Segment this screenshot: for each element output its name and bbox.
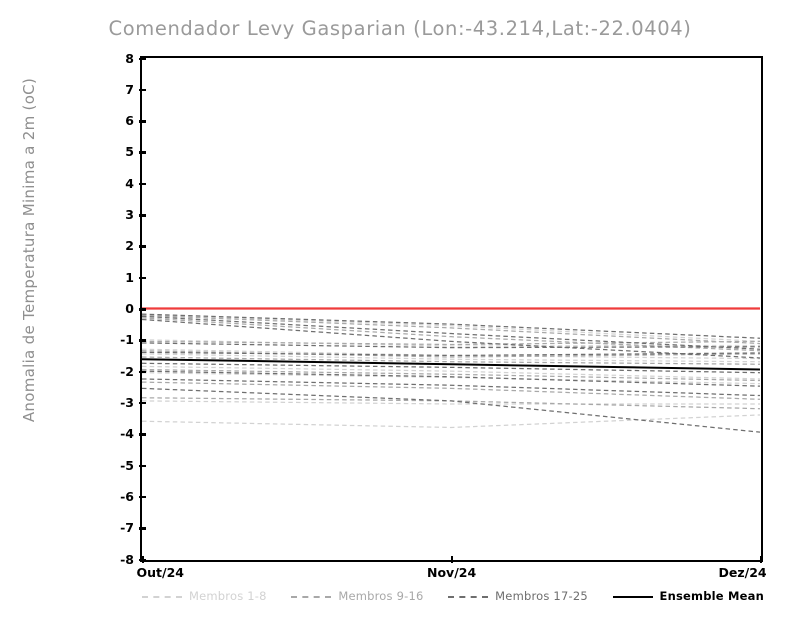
member-line [142,387,760,433]
y-axis-title: Anomalia de Temperatura Minima a 2m (oC) [20,77,38,423]
legend-swatch-dashed-line-icon [291,596,332,598]
legend-item[interactable]: Membros 9-16 [291,591,423,603]
y-tick-label: 6 [125,113,134,129]
member-line [142,372,760,385]
legend-item[interactable]: Membros 17-25 [448,591,588,603]
y-tick-label: 5 [125,144,134,160]
member-line [142,314,760,343]
plot-area [140,56,763,562]
legend-label: Ensemble Mean [659,589,764,604]
legend-item[interactable]: Ensemble Mean [612,589,764,604]
legend-swatch-solid-line-icon [612,595,653,599]
member-line [142,381,760,400]
member-line [142,370,760,387]
x-tick-mark [759,556,762,563]
y-tick-label: -2 [120,363,134,379]
member-line [142,414,760,429]
y-tick-label: -4 [120,426,134,442]
series-lines [142,307,760,433]
member-line [142,313,760,339]
x-tick-mark [141,556,144,563]
y-tick-mark [139,151,146,154]
y-tick-mark [139,120,146,123]
chart-legend: Membros 1-8 Membros 9-16 Membros 17-25 Ense… [140,586,770,608]
y-tick-mark [139,308,146,311]
member-line [142,356,760,365]
y-tick-mark [139,88,146,92]
page-title: Comendador Levy Gasparian (Lon:-43.214,L… [108,17,692,40]
member-line [142,362,760,374]
y-tick-label: -8 [120,551,134,567]
plot-canvas [142,58,761,560]
y-tick-label: -1 [120,332,134,348]
y-tick-label: 8 [125,50,134,66]
y-tick-mark [139,339,146,342]
ensemble-mean-line [142,358,760,371]
y-tick-mark [139,401,146,405]
member-line [142,314,760,345]
y-tick-mark [139,433,146,436]
x-tick-label: Nov/24 [427,565,477,580]
member-line [142,351,760,357]
y-tick-mark [139,57,146,60]
member-line [142,397,760,410]
member-line [142,317,760,352]
y-tick-mark [139,527,146,530]
member-line [142,400,760,405]
member-line [142,353,760,363]
y-tick-label: -5 [120,457,134,473]
y-tick-mark [139,464,146,468]
member-line [142,340,760,346]
legend-label: Membros 17-25 [495,589,588,604]
y-tick-label: 0 [125,301,134,316]
member-line [142,342,760,349]
member-line [142,318,760,359]
y-tick-label: 1 [125,269,134,285]
y-tick-mark [139,276,146,280]
y-tick-mark [139,495,146,499]
y-tick-label: -3 [120,394,134,410]
y-tick-label: -6 [120,488,134,504]
y-tick-label: 2 [125,238,134,254]
legend-item[interactable]: Membros 1-8 [142,591,267,603]
member-line [142,365,760,380]
y-tick-mark [139,245,146,248]
legend-swatch-dashed-line-icon [448,596,489,598]
legend-swatch-dashed-line-icon [142,596,182,598]
y-tick-mark [139,214,146,217]
y-tick-label: -7 [120,520,134,536]
y-tick-label: 7 [125,81,134,97]
x-tick-mark [450,556,453,563]
y-tick-label: 3 [125,207,134,223]
legend-label: Membros 1-8 [189,589,267,604]
x-tick-label: Dez/24 [718,565,767,580]
x-tick-label: Out/24 [136,565,184,580]
y-tick-label: 4 [125,175,134,191]
y-tick-mark [139,370,146,374]
member-line [142,368,760,382]
member-line [142,378,760,397]
y-tick-mark [139,182,146,186]
member-line [142,315,760,350]
legend-label: Membros 9-16 [338,589,424,604]
